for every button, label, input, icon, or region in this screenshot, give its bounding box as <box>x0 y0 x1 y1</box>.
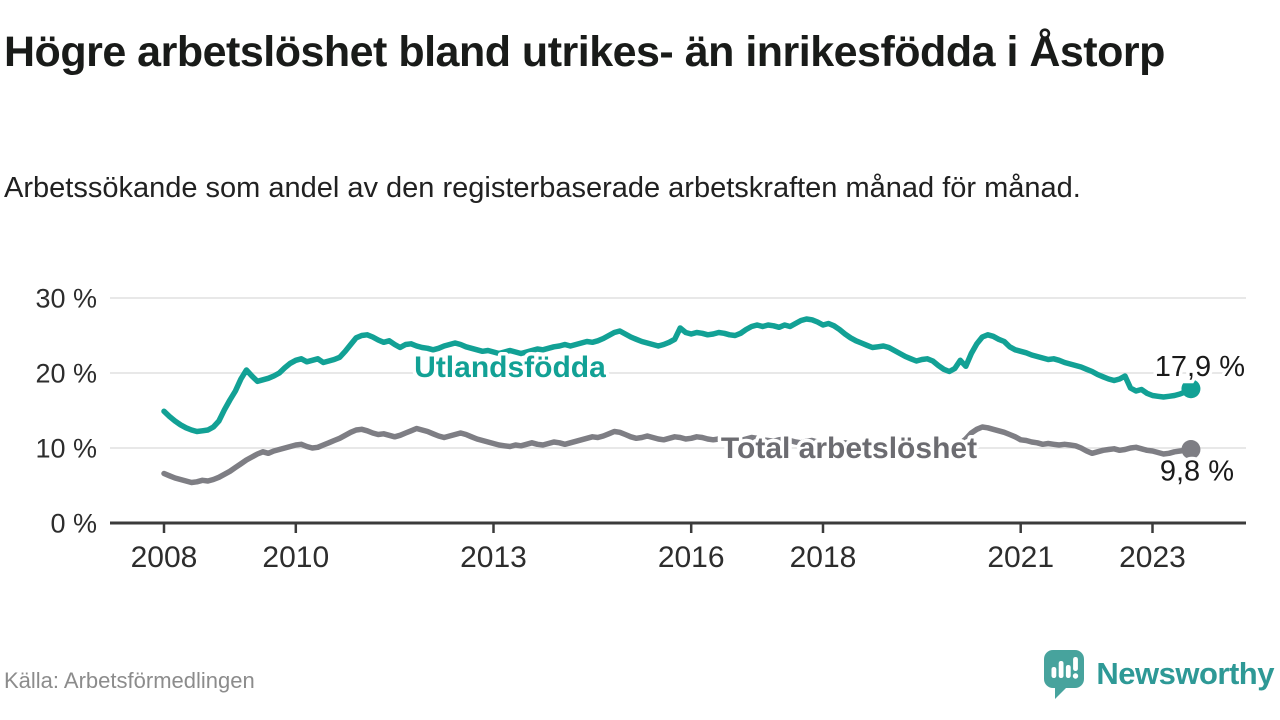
y-tick-label: 20 % <box>35 359 97 389</box>
series-line-utlandsfodda <box>161 316 1194 435</box>
subtitle: Arbetssökande som andel av den registerb… <box>4 172 1081 204</box>
x-tick-label: 2021 <box>987 541 1054 574</box>
x-tick-label: 2023 <box>1119 541 1186 574</box>
page-title: Högre arbetslöshet bland utrikes- än inr… <box>4 28 1165 76</box>
series-label: Total arbetslöshet <box>721 432 977 465</box>
end-value-label: 17,9 % <box>1155 351 1245 383</box>
x-tick-label: 2018 <box>790 541 857 574</box>
y-tick-label: 30 % <box>35 284 97 314</box>
x-tick-label: 2013 <box>460 541 527 574</box>
newsworthy-bubble-chart-icon <box>1044 650 1085 699</box>
series-label: Utlandsfödda <box>414 351 606 384</box>
series-end-dot <box>1181 440 1201 459</box>
series-line-total <box>161 424 1194 486</box>
newsworthy-logo: Newsworthy <box>1042 648 1274 700</box>
line-chart: 0 % 10 % 20 % 30 % 2008 2010 2013 2016 2018 2021 2… <box>35 284 1248 575</box>
y-tick-label: 10 % <box>35 434 97 464</box>
x-tick-label: 2010 <box>262 541 329 574</box>
series-end-dot <box>1181 379 1201 399</box>
chart-area: 0 % 10 % 20 % 30 % 2008 2010 2013 2016 2018 2021 2… <box>0 280 1280 580</box>
x-tick-label: 2016 <box>658 541 725 574</box>
y-tick-label: 0 % <box>50 509 97 539</box>
x-tick-label: 2008 <box>131 541 198 574</box>
end-value-label: 9,8 % <box>1160 456 1234 488</box>
newsworthy-wordmark: Newsworthy <box>1096 656 1274 691</box>
source-note: Källa: Arbetsförmedlingen <box>4 668 255 693</box>
